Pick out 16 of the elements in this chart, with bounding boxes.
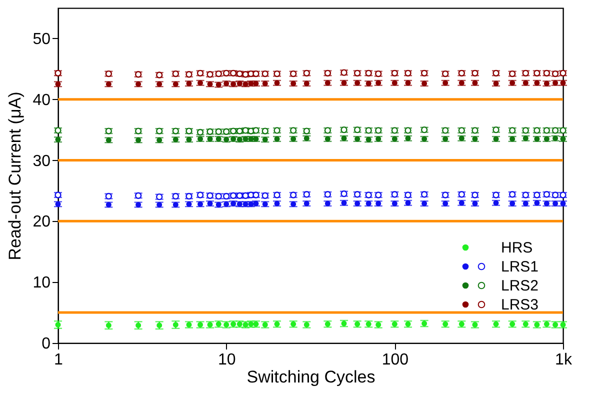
x-tick-label: 1 xyxy=(54,352,64,368)
y-tick-label: 0 xyxy=(42,336,51,352)
y-tick-label: 20 xyxy=(32,214,51,231)
y-tick-label: 30 xyxy=(32,152,51,170)
legend-label: HRS xyxy=(501,240,533,256)
legend-label: LRS1 xyxy=(501,258,539,276)
y-tick-label: 50 xyxy=(32,30,51,48)
y-tick-label: 10 xyxy=(32,274,51,292)
legend-label: LRS3 xyxy=(501,296,539,314)
y-tick-label: 40 xyxy=(32,92,51,109)
y-axis-title: Read-out Current (μA) xyxy=(6,92,25,260)
x-tick-label: 100 xyxy=(382,352,409,368)
legend-label: LRS2 xyxy=(501,278,539,294)
x-axis-title: Switching Cycles xyxy=(246,368,376,386)
x-tick-label: 10 xyxy=(218,352,236,368)
x-tick-label: 1k xyxy=(555,352,573,368)
